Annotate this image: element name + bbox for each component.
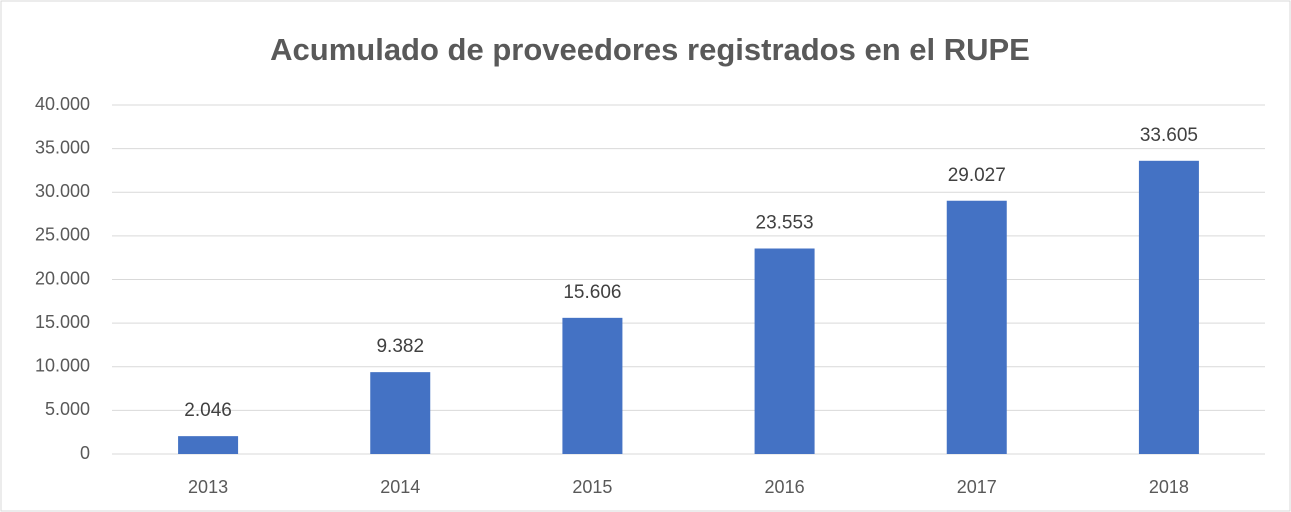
y-tick-label: 35.000 bbox=[35, 137, 90, 157]
y-tick-label: 15.000 bbox=[35, 312, 90, 332]
chart-title: Acumulado de proveedores registrados en … bbox=[270, 32, 1030, 67]
x-tick-label: 2014 bbox=[380, 477, 420, 497]
x-tick-label: 2017 bbox=[957, 477, 997, 497]
y-tick-label: 0 bbox=[80, 443, 90, 463]
x-tick-label: 2015 bbox=[572, 477, 612, 497]
x-tick-label: 2013 bbox=[188, 477, 228, 497]
y-tick-label: 30.000 bbox=[35, 181, 90, 201]
bar bbox=[178, 436, 239, 454]
x-tick-label: 2018 bbox=[1149, 477, 1189, 497]
data-label: 29.027 bbox=[948, 165, 1006, 186]
bar bbox=[1138, 160, 1199, 454]
y-tick-label: 10.000 bbox=[35, 356, 90, 376]
data-label: 2.046 bbox=[184, 400, 232, 421]
y-tick-label: 40.000 bbox=[35, 94, 90, 114]
data-label: 15.606 bbox=[563, 282, 621, 303]
bar bbox=[946, 200, 1007, 454]
y-tick-label: 25.000 bbox=[35, 225, 90, 245]
x-tick-label: 2016 bbox=[765, 477, 805, 497]
data-label: 9.382 bbox=[376, 336, 424, 357]
data-label: 33.605 bbox=[1140, 125, 1198, 146]
y-tick-label: 20.000 bbox=[35, 268, 90, 288]
data-label: 23.553 bbox=[756, 213, 814, 234]
bar bbox=[562, 317, 623, 454]
bar bbox=[370, 372, 431, 454]
y-tick-label: 5.000 bbox=[45, 399, 90, 419]
bar bbox=[754, 248, 815, 454]
